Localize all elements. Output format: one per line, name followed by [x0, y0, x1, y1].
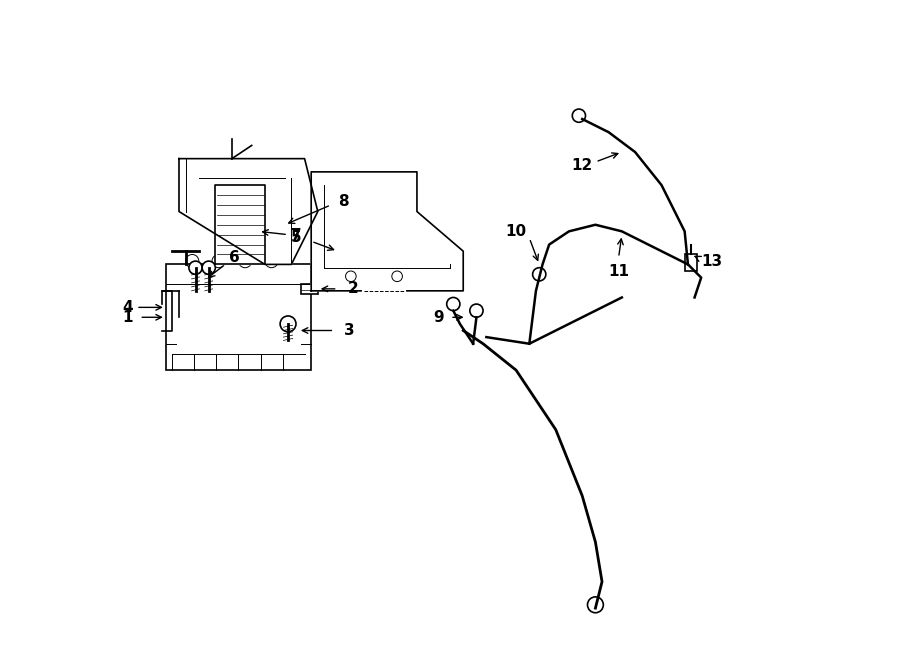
Text: 9: 9 — [433, 310, 444, 325]
FancyBboxPatch shape — [302, 284, 318, 294]
Circle shape — [588, 597, 603, 613]
Polygon shape — [215, 185, 265, 264]
FancyBboxPatch shape — [685, 254, 697, 271]
Text: 4: 4 — [122, 300, 132, 315]
FancyBboxPatch shape — [166, 264, 311, 370]
Text: 2: 2 — [347, 282, 358, 296]
Circle shape — [280, 316, 296, 332]
Text: 3: 3 — [344, 323, 355, 338]
Text: 10: 10 — [505, 224, 526, 239]
Polygon shape — [179, 159, 318, 264]
Text: 1: 1 — [122, 310, 132, 325]
Circle shape — [346, 271, 356, 282]
Circle shape — [533, 268, 545, 281]
Circle shape — [202, 261, 215, 274]
Circle shape — [189, 261, 202, 274]
Polygon shape — [311, 172, 464, 291]
Text: 12: 12 — [571, 158, 592, 173]
Text: 7: 7 — [292, 229, 302, 243]
Circle shape — [572, 109, 586, 122]
Circle shape — [392, 271, 402, 282]
Circle shape — [446, 297, 460, 311]
Text: 8: 8 — [338, 194, 348, 209]
Text: 6: 6 — [229, 251, 239, 265]
Text: 5: 5 — [291, 231, 302, 245]
Text: 11: 11 — [608, 264, 629, 280]
Text: 13: 13 — [701, 254, 723, 268]
Circle shape — [470, 304, 483, 317]
